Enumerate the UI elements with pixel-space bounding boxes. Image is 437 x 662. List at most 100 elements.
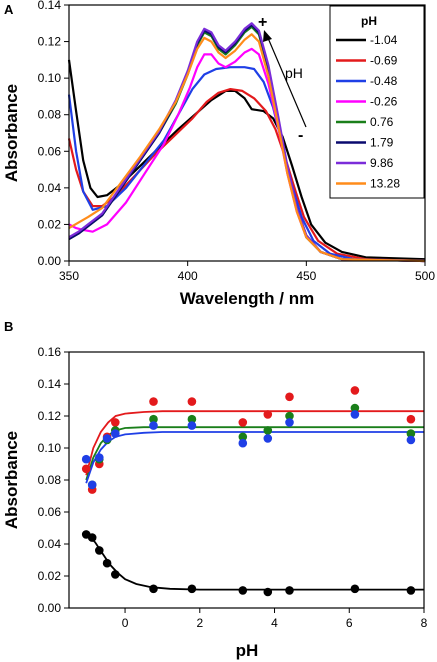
spectrum-line--0.48 bbox=[67, 66, 426, 263]
a-ytick-label: 0.10 bbox=[38, 71, 62, 85]
data-point bbox=[406, 586, 416, 595]
data-point bbox=[263, 426, 273, 435]
a-xtick-label: 500 bbox=[415, 269, 435, 283]
data-point bbox=[102, 434, 112, 443]
data-point bbox=[81, 454, 91, 464]
legend-entry-label: -0.48 bbox=[370, 74, 398, 88]
legend-entry-label: 1.79 bbox=[370, 136, 394, 150]
data-point bbox=[406, 429, 416, 438]
panel-a-series-group bbox=[67, 22, 426, 263]
data-point bbox=[406, 414, 416, 424]
a-ytick-label: 0.00 bbox=[38, 254, 62, 268]
b-ytick-label: 0.14 bbox=[38, 377, 62, 391]
fit-curve bbox=[85, 426, 424, 481]
panel-b-ylabel: Absorbance bbox=[2, 431, 21, 529]
b-xtick-label: 2 bbox=[196, 616, 203, 630]
a-xtick-label: 350 bbox=[59, 269, 79, 283]
data-point bbox=[285, 586, 294, 595]
data-point bbox=[149, 421, 158, 430]
panel-a-xlabel: Wavelength / nm bbox=[180, 289, 314, 308]
b-ytick-label: 0.02 bbox=[38, 569, 62, 583]
b-xtick-label: 4 bbox=[271, 616, 278, 630]
data-point bbox=[350, 584, 360, 594]
b-ytick-label: 0.08 bbox=[38, 473, 62, 487]
a-ytick-label: 0.04 bbox=[38, 181, 62, 195]
legend-entry-label: 9.86 bbox=[370, 156, 394, 170]
ph-trend-annotation: + - pH bbox=[258, 14, 307, 144]
data-point bbox=[81, 464, 91, 474]
annotation-ph-label: pH bbox=[285, 65, 303, 81]
data-point bbox=[111, 429, 120, 438]
spectrum-line-13.28 bbox=[68, 33, 426, 263]
b-ytick-label: 0.10 bbox=[38, 441, 62, 455]
a-ytick-label: 0.02 bbox=[38, 217, 62, 231]
data-point bbox=[187, 584, 197, 594]
data-point bbox=[95, 546, 104, 555]
spectrum-line--1.04 bbox=[67, 59, 426, 261]
legend-entry-label: -1.04 bbox=[370, 33, 398, 47]
spectrum-line--0.69 bbox=[67, 88, 426, 263]
a-ytick-label: 0.08 bbox=[38, 108, 62, 122]
data-point bbox=[263, 434, 273, 443]
data-point bbox=[350, 410, 360, 419]
fit-curve bbox=[85, 431, 424, 484]
panel-a-label: A bbox=[4, 2, 14, 17]
panel-b-xlabel: pH bbox=[236, 641, 259, 660]
data-point bbox=[238, 418, 248, 427]
panel-b-series-group bbox=[81, 386, 424, 597]
panel-a-frame bbox=[68, 4, 426, 262]
data-point bbox=[238, 432, 248, 442]
data-point bbox=[285, 392, 294, 402]
panel-b-frame bbox=[68, 351, 425, 609]
data-point bbox=[406, 435, 416, 445]
data-point bbox=[111, 418, 120, 427]
data-point bbox=[149, 397, 158, 406]
data-point bbox=[285, 411, 294, 421]
panel-a-ticks: 350 400 450 500 0.00 0.02 0.04 0.06 0.08 0.10 0.12… bbox=[38, 0, 436, 283]
a-ytick-label: 0.12 bbox=[38, 35, 62, 49]
ph-arrow-line bbox=[267, 37, 307, 128]
a-xtick-label: 400 bbox=[178, 269, 198, 283]
data-point bbox=[263, 587, 273, 597]
legend-entry-label: -0.26 bbox=[370, 95, 398, 109]
panel-a-ylabel: Absorbance bbox=[2, 84, 21, 182]
data-point bbox=[285, 418, 294, 427]
data-point bbox=[187, 414, 197, 424]
b-xtick-label: 6 bbox=[346, 616, 353, 630]
b-ytick-label: 0.12 bbox=[38, 409, 62, 423]
fit-curve bbox=[85, 410, 424, 476]
data-point bbox=[111, 570, 120, 579]
legend-entry-label: 13.28 bbox=[370, 177, 400, 191]
data-point bbox=[187, 397, 197, 406]
data-point bbox=[350, 403, 360, 413]
ph-arrow-head bbox=[263, 30, 272, 42]
a-ytick-label: 0.06 bbox=[38, 144, 62, 158]
legend-entry-label: -0.69 bbox=[370, 54, 398, 68]
data-point bbox=[87, 533, 97, 542]
annotation-plus: + bbox=[258, 14, 267, 31]
annotation-minus: - bbox=[298, 127, 303, 144]
data-point bbox=[95, 453, 104, 462]
data-point bbox=[87, 480, 97, 490]
data-point bbox=[187, 421, 197, 430]
b-ytick-label: 0.00 bbox=[38, 601, 62, 615]
data-point bbox=[238, 586, 248, 595]
data-point bbox=[263, 410, 273, 419]
b-ytick-label: 0.06 bbox=[38, 505, 62, 519]
data-point bbox=[102, 558, 112, 568]
panel-b-chart: 0 2 4 6 8 0.00 0.02 0.04 0.06 0.08 0.10 0.12 0.14 0.1… bbox=[2, 345, 428, 660]
panel-b-label: B bbox=[4, 319, 13, 334]
b-ytick-label: 0.16 bbox=[38, 345, 62, 359]
data-point bbox=[149, 414, 158, 424]
b-ytick-label: 0.04 bbox=[38, 537, 62, 551]
legend-entry-label: 0.76 bbox=[370, 115, 394, 129]
data-point bbox=[238, 438, 248, 448]
b-xtick-label: 0 bbox=[122, 616, 129, 630]
legend-title: pH bbox=[361, 14, 377, 28]
panel-a-chart: 350 400 450 500 0.00 0.02 0.04 0.06 0.08 0.10 0.12… bbox=[2, 0, 435, 308]
a-ytick-label: 0.14 bbox=[38, 0, 62, 12]
data-point bbox=[350, 386, 360, 395]
panel-b-ticks: 0 2 4 6 8 0.00 0.02 0.04 0.06 0.08 0.10 0.12 0.14 0.1… bbox=[38, 345, 428, 630]
fit-curve bbox=[85, 532, 424, 591]
